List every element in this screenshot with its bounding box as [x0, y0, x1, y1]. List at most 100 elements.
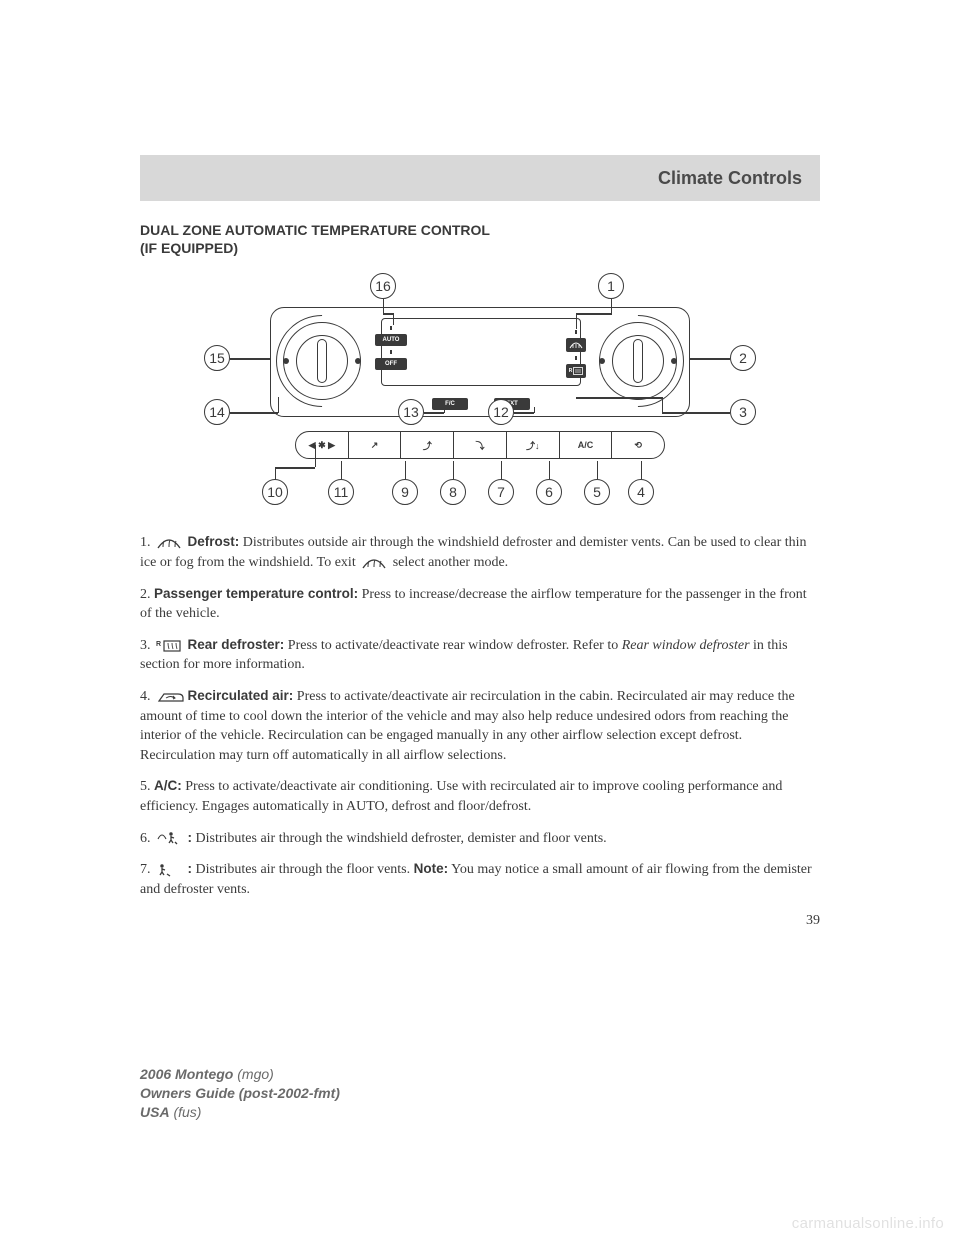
footer-line-1: 2006 Montego (mgo) — [140, 1065, 340, 1084]
defrost-icon — [361, 556, 387, 570]
item-6: 6. : Distributes air through the windshi… — [140, 829, 820, 849]
lead — [393, 313, 394, 325]
item-2: 2. Passenger temperature control: Press … — [140, 585, 820, 624]
footer-line-2: Owners Guide (post-2002-fmt) — [140, 1084, 340, 1103]
floor-icon — [156, 863, 182, 877]
fc-button: F/C — [432, 398, 468, 410]
lead — [514, 412, 534, 413]
callout-8: 8 — [440, 479, 466, 505]
item-num: 2. — [140, 587, 151, 602]
footer-model: 2006 Montego — [140, 1066, 233, 1082]
mode-cell: ⤵ — [454, 432, 507, 458]
callout-16: 16 — [370, 273, 396, 299]
lead — [576, 313, 612, 314]
lead — [597, 461, 598, 479]
lead — [424, 412, 444, 413]
callout-10: 10 — [262, 479, 288, 505]
rear-defrost-icon: R — [156, 639, 182, 653]
recirc-icon — [156, 690, 182, 704]
lead — [662, 397, 663, 413]
stick — [390, 350, 392, 354]
footer-region: USA — [140, 1104, 170, 1120]
item-5: 5. A/C: Press to activate/deactivate air… — [140, 777, 820, 816]
footer-code: (mgo) — [237, 1066, 274, 1082]
item-text: Press to activate/deactivate rear window… — [288, 638, 618, 653]
callout-15: 15 — [204, 345, 230, 371]
section-header-bar: Climate Controls — [140, 155, 820, 201]
rear-defrost-button: R — [566, 364, 586, 378]
stick — [575, 356, 577, 360]
callout-2: 2 — [730, 345, 756, 371]
lead — [576, 313, 577, 329]
heading-line-2: (IF EQUIPPED) — [140, 239, 820, 257]
lead — [444, 407, 445, 413]
mode-button-row: ◀ ✱ ▶ ↗ ⤴ ⤵ ⤴↓ A/C ⟲ — [295, 431, 665, 459]
item-label: Passenger temperature control: — [154, 586, 358, 601]
item-ref: Rear window defroster — [622, 638, 750, 653]
item-num: 5. — [140, 779, 151, 794]
callout-1: 1 — [598, 273, 624, 299]
callout-14: 14 — [204, 399, 230, 425]
off-button: OFF — [375, 358, 407, 370]
note-label: Note: — [414, 861, 449, 876]
lead — [576, 397, 663, 398]
stick — [575, 330, 577, 334]
lead — [275, 467, 315, 468]
lead — [534, 407, 535, 413]
heading-line-1: DUAL ZONE AUTOMATIC TEMPERATURE CONTROL — [140, 221, 820, 239]
fan-speed-cell: ◀ ✱ ▶ — [296, 432, 349, 458]
lead — [405, 461, 406, 479]
item-num: 3. — [140, 638, 151, 653]
callout-5: 5 — [584, 479, 610, 505]
footer: 2006 Montego (mgo) Owners Guide (post-20… — [140, 1065, 340, 1122]
lead — [278, 397, 279, 413]
ac-cell: A/C — [560, 432, 613, 458]
recirc-cell: ⟲ — [612, 432, 664, 458]
lead — [230, 358, 270, 359]
item-label: : — [188, 861, 193, 876]
footer-code: (fus) — [173, 1104, 201, 1120]
item-text: Distributes air through the floor vents. — [196, 862, 411, 877]
item-text: select another mode. — [393, 555, 508, 570]
item-1: 1. Defrost: Distributes outside air thro… — [140, 533, 820, 572]
item-7: 7. : Distributes air through the floor v… — [140, 860, 820, 899]
floor-defrost-icon — [156, 831, 182, 845]
item-label: Defrost: — [188, 534, 240, 549]
section-heading: DUAL ZONE AUTOMATIC TEMPERATURE CONTROL … — [140, 221, 820, 257]
watermark: carmanualsonline.info — [792, 1215, 944, 1232]
climate-control-diagram: AUTO OFF R F/C EXT ◀ ✱ ▶ — [200, 271, 760, 511]
panel-outline: AUTO OFF R F/C EXT — [270, 307, 690, 417]
svg-text:R: R — [156, 641, 161, 648]
item-label: Recirculated air: — [188, 688, 294, 703]
item-3: 3. R Rear defroster: Press to activate/d… — [140, 636, 820, 675]
callout-3: 3 — [730, 399, 756, 425]
passenger-temp-dial — [599, 322, 677, 400]
item-num: 1. — [140, 535, 151, 550]
item-label: A/C: — [154, 778, 182, 793]
callout-12: 12 — [488, 399, 514, 425]
lead — [501, 461, 502, 479]
item-num: 6. — [140, 831, 151, 846]
right-button-stack: R — [565, 330, 587, 378]
item-label: Rear defroster: — [188, 637, 285, 652]
auto-button: AUTO — [375, 334, 407, 346]
mode-cell: ⤴ — [401, 432, 454, 458]
dial-inner — [296, 335, 348, 387]
lead — [662, 412, 730, 413]
lead — [453, 461, 454, 479]
body-text: 1. Defrost: Distributes outside air thro… — [140, 533, 820, 899]
dial-grip — [317, 339, 327, 383]
defrost-icon — [156, 536, 182, 550]
callout-7: 7 — [488, 479, 514, 505]
defrost-button — [566, 338, 586, 352]
lead — [315, 445, 316, 467]
item-label: : — [188, 830, 193, 845]
dial-grip — [633, 339, 643, 383]
mode-cell: ↗ — [349, 432, 402, 458]
mode-cell: ⤴↓ — [507, 432, 560, 458]
center-button-stack: AUTO OFF — [373, 326, 409, 370]
lead — [641, 461, 642, 479]
lead — [549, 461, 550, 479]
center-display — [381, 318, 581, 386]
callout-9: 9 — [392, 479, 418, 505]
